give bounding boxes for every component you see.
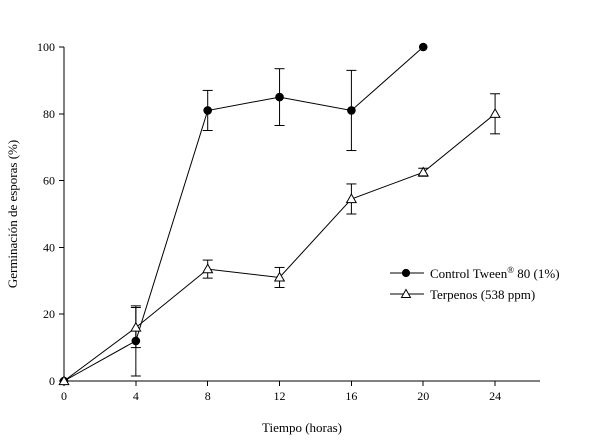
y-tick-label: 40: [43, 240, 55, 254]
x-axis-title: Tiempo (horas): [262, 420, 342, 435]
ticks: 0 4 8 12 16 20 24 0 20 40 60 80 100: [37, 40, 501, 403]
data-point-terpenos: [130, 321, 142, 332]
x-tick-label: 12: [274, 389, 286, 403]
data-point-terpenos: [417, 166, 429, 177]
error-bars: [130, 68, 501, 377]
series-line-0: [63, 46, 424, 382]
series-line-1: [63, 113, 496, 382]
data-point-terpenos: [489, 107, 501, 118]
x-tick-label: 24: [489, 389, 501, 403]
legend-label-terpenos: Terpenos (538 ppm): [430, 287, 535, 302]
y-tick-label: 80: [43, 107, 55, 121]
y-tick-label: 20: [43, 307, 55, 321]
x-tick-label: 8: [205, 389, 211, 403]
y-tick-label: 60: [43, 174, 55, 188]
legend-marker-terpenos: [400, 288, 412, 298]
data-point-terpenos: [273, 271, 286, 282]
x-tick-label: 4: [133, 389, 139, 403]
data-point-terpenos: [202, 263, 214, 274]
legend-label-control-name: Control Tween: [430, 266, 508, 281]
data-point-terpenos: [345, 193, 358, 204]
data-point-control: [131, 336, 141, 346]
legend: Control Tween® 80 (1%) Terpenos (538 ppm…: [390, 265, 560, 302]
y-tick-label: 0: [49, 374, 55, 388]
legend-label-control-sup: ®: [507, 265, 514, 275]
legend-marker-control: [401, 268, 411, 278]
legend-label-control: Control Tween® 80 (1%): [430, 265, 560, 281]
series-markers: [58, 42, 501, 386]
data-point-control: [203, 106, 212, 115]
x-tick-label: 0: [61, 389, 67, 403]
data-point-control: [418, 42, 428, 52]
y-axis-title: Germinación de esporas (%): [5, 140, 20, 288]
legend-label-control-rest: 80 (1%): [514, 266, 560, 281]
axes: [63, 47, 540, 382]
data-point-control: [347, 106, 356, 115]
y-tick-label: 100: [37, 40, 55, 54]
data-point-control: [275, 92, 284, 102]
x-tick-label: 16: [345, 389, 357, 403]
x-tick-label: 20: [417, 389, 429, 403]
data-point-terpenos: [58, 375, 70, 386]
